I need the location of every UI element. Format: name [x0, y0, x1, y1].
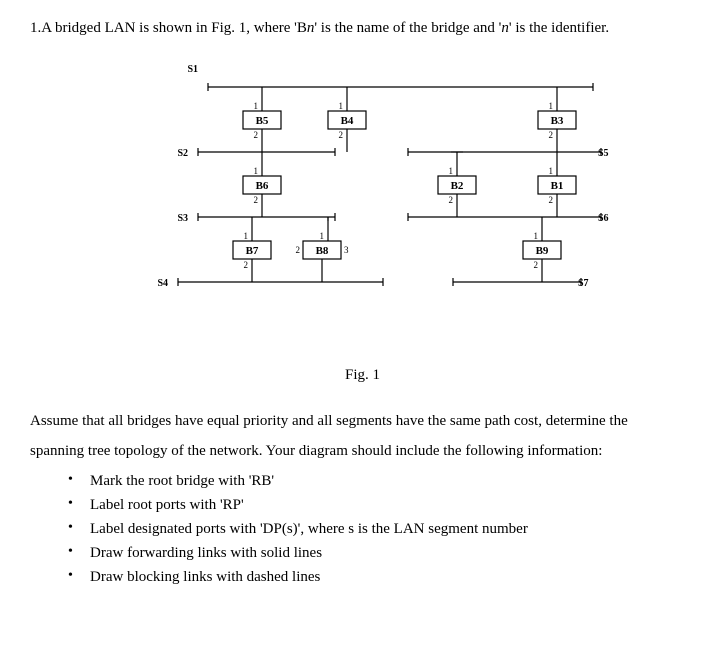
- svg-text:S6: S6: [598, 213, 609, 224]
- svg-text:B6: B6: [255, 180, 268, 192]
- list-item: Label designated ports with 'DP(s)', whe…: [60, 517, 695, 541]
- svg-text:S4: S4: [157, 278, 168, 289]
- list-item: Draw blocking links with dashed lines: [60, 565, 695, 589]
- svg-text:1: 1: [243, 231, 248, 241]
- svg-text:B3: B3: [550, 115, 563, 127]
- svg-text:2: 2: [295, 245, 300, 255]
- svg-text:2: 2: [533, 260, 538, 270]
- svg-text:B5: B5: [255, 115, 268, 127]
- svg-text:B8: B8: [315, 245, 328, 257]
- svg-text:2: 2: [548, 195, 553, 205]
- intro-text: A bridged LAN is shown in Fig. 1, where …: [41, 20, 307, 36]
- network-diagram: S1 S2 S5 S3 S6 S4 S7 B5 1 2 B4 1 2 B3 1 2 B6 1 2 B2 1 2 B1 1 2 B7…: [103, 57, 623, 337]
- list-item: Label root ports with 'RP': [60, 493, 695, 517]
- svg-text:S7: S7: [578, 278, 589, 289]
- svg-text:S2: S2: [177, 148, 188, 159]
- svg-text:2: 2: [448, 195, 453, 205]
- intro-text: ' is the identifier.: [509, 20, 609, 36]
- svg-text:1: 1: [548, 166, 553, 176]
- intro-text: ' is the name of the bridge and ': [314, 20, 501, 36]
- svg-text:1: 1: [253, 166, 258, 176]
- svg-text:1: 1: [253, 101, 258, 111]
- svg-text:2: 2: [548, 130, 553, 140]
- svg-text:B7: B7: [245, 245, 258, 257]
- svg-text:1: 1: [338, 101, 343, 111]
- figure-caption: Fig. 1: [30, 367, 695, 384]
- list-item: Mark the root bridge with 'RB': [60, 469, 695, 493]
- svg-text:S5: S5: [598, 148, 609, 159]
- problem-number: 1.: [30, 20, 41, 37]
- svg-text:1: 1: [548, 101, 553, 111]
- svg-text:1: 1: [319, 231, 324, 241]
- svg-text:B4: B4: [340, 115, 353, 127]
- svg-text:2: 2: [253, 130, 258, 140]
- intro-italic: n: [501, 20, 509, 36]
- svg-text:2: 2: [243, 260, 248, 270]
- svg-text:B9: B9: [535, 245, 548, 257]
- problem-intro: A bridged LAN is shown in Fig. 1, where …: [41, 20, 609, 37]
- svg-text:S1: S1: [187, 64, 198, 75]
- svg-text:S3: S3: [177, 213, 188, 224]
- svg-text:3: 3: [344, 245, 349, 255]
- svg-text:2: 2: [253, 195, 258, 205]
- problem-header: 1. A bridged LAN is shown in Fig. 1, whe…: [30, 20, 695, 37]
- svg-text:1: 1: [448, 166, 453, 176]
- assumption-line-2: spanning tree topology of the network. Y…: [30, 439, 695, 463]
- svg-text:1: 1: [533, 231, 538, 241]
- list-item: Draw forwarding links with solid lines: [60, 541, 695, 565]
- svg-text:B1: B1: [550, 180, 563, 192]
- svg-text:2: 2: [338, 130, 343, 140]
- svg-text:B2: B2: [450, 180, 463, 192]
- assumption-line-1: Assume that all bridges have equal prior…: [30, 409, 695, 433]
- requirements-list: Mark the root bridge with 'RB' Label roo…: [30, 469, 695, 589]
